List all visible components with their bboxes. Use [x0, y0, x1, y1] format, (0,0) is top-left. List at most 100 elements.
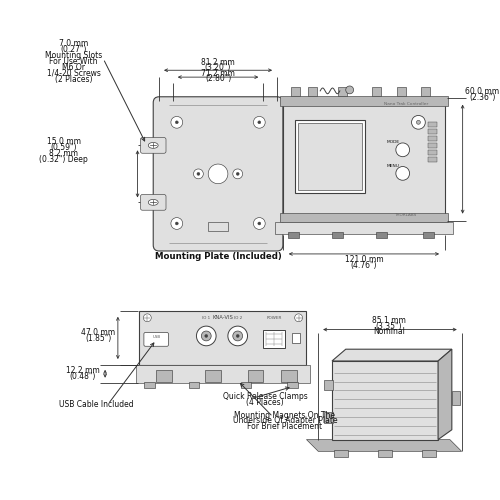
Bar	[290, 87, 300, 96]
Text: IO 2: IO 2	[234, 316, 242, 320]
Polygon shape	[306, 440, 462, 452]
Text: 1/4-20 Screws: 1/4-20 Screws	[46, 68, 100, 78]
Ellipse shape	[148, 142, 158, 148]
Bar	[428, 143, 437, 148]
Bar	[428, 156, 437, 162]
Text: (0.59"): (0.59")	[50, 144, 77, 152]
Text: (2.80"): (2.80")	[205, 74, 231, 82]
Bar	[156, 370, 172, 382]
Text: Mounting Plate (Included): Mounting Plate (Included)	[154, 252, 282, 262]
Circle shape	[176, 222, 178, 225]
Circle shape	[176, 121, 178, 124]
Text: (4 Places): (4 Places)	[246, 398, 284, 406]
Polygon shape	[438, 349, 452, 440]
Circle shape	[171, 218, 182, 230]
Text: (0.27"): (0.27")	[60, 45, 87, 54]
Text: Mounting Slots: Mounting Slots	[45, 51, 102, 60]
Text: For Brief Placement: For Brief Placement	[248, 422, 322, 432]
Bar	[140, 311, 306, 365]
Circle shape	[294, 314, 302, 322]
Bar	[280, 212, 448, 222]
Circle shape	[144, 314, 152, 322]
Bar	[397, 87, 406, 96]
Text: Nano Trak Controller: Nano Trak Controller	[384, 102, 428, 105]
Bar	[263, 330, 285, 347]
Bar	[208, 222, 228, 232]
Circle shape	[258, 121, 261, 124]
Bar	[294, 120, 366, 193]
Bar	[287, 382, 298, 388]
Circle shape	[202, 331, 211, 341]
Text: (0.48"): (0.48")	[70, 372, 96, 381]
Text: MENU: MENU	[387, 164, 400, 168]
Circle shape	[346, 86, 354, 94]
Circle shape	[396, 166, 409, 180]
Circle shape	[416, 120, 420, 124]
Text: For Use With: For Use With	[50, 57, 98, 66]
Text: 81.2 mm: 81.2 mm	[201, 58, 235, 67]
Text: KNA-VIS: KNA-VIS	[212, 316, 234, 320]
Bar	[428, 150, 437, 154]
Text: (2.36"): (2.36")	[469, 93, 496, 102]
Text: 12.2 mm: 12.2 mm	[66, 366, 100, 376]
Bar	[136, 365, 310, 382]
Text: IO 1: IO 1	[202, 316, 210, 320]
Bar	[428, 129, 437, 134]
Bar	[422, 87, 430, 96]
Bar	[248, 370, 263, 382]
FancyBboxPatch shape	[140, 138, 166, 153]
Bar	[378, 450, 392, 458]
FancyBboxPatch shape	[144, 332, 169, 346]
Circle shape	[396, 143, 409, 156]
Bar	[452, 392, 460, 405]
Bar	[280, 96, 448, 106]
Bar	[144, 382, 155, 388]
Text: USB: USB	[152, 335, 160, 339]
Circle shape	[233, 331, 242, 341]
Text: 121.0 mm: 121.0 mm	[344, 256, 383, 264]
Text: 60.0 mm: 60.0 mm	[465, 88, 500, 96]
Text: Underside Of Adapter Plate: Underside Of Adapter Plate	[232, 416, 337, 426]
Text: 71.2 mm: 71.2 mm	[201, 68, 235, 78]
Bar	[240, 382, 252, 388]
Bar	[424, 232, 434, 238]
Bar	[281, 370, 296, 382]
Bar	[288, 232, 298, 238]
Bar	[338, 87, 346, 96]
FancyBboxPatch shape	[153, 97, 283, 251]
Bar	[428, 122, 437, 127]
Bar	[324, 380, 333, 390]
Text: (3.20"): (3.20")	[205, 64, 231, 72]
Text: 7.0 mm: 7.0 mm	[59, 39, 88, 48]
Text: 85.1 mm: 85.1 mm	[372, 316, 406, 325]
Circle shape	[228, 326, 248, 346]
Bar	[188, 382, 200, 388]
Text: (2 Places): (2 Places)	[55, 74, 92, 84]
Circle shape	[171, 116, 182, 128]
Text: 47.0 mm: 47.0 mm	[81, 328, 116, 338]
Bar	[206, 370, 221, 382]
Circle shape	[236, 334, 239, 338]
Circle shape	[258, 222, 261, 225]
Bar	[376, 232, 387, 238]
Bar	[324, 412, 333, 423]
Bar	[292, 333, 300, 343]
Polygon shape	[332, 349, 452, 361]
Circle shape	[194, 169, 203, 179]
Text: USB Cable Included: USB Cable Included	[59, 400, 134, 408]
Circle shape	[236, 172, 239, 176]
FancyBboxPatch shape	[140, 194, 166, 210]
Text: 15.0 mm: 15.0 mm	[47, 138, 81, 146]
Bar	[308, 87, 318, 96]
Circle shape	[205, 334, 208, 338]
Text: POWER: POWER	[266, 316, 281, 320]
Text: Nominal: Nominal	[373, 327, 405, 336]
Text: (4.76"): (4.76")	[350, 261, 377, 270]
Circle shape	[254, 218, 265, 230]
Text: MODE: MODE	[387, 140, 400, 144]
Bar	[428, 136, 437, 141]
Bar	[332, 232, 343, 238]
Text: 8.2 mm: 8.2 mm	[50, 149, 78, 158]
Text: Quick Release Clamps: Quick Release Clamps	[223, 392, 308, 401]
Bar	[275, 222, 453, 234]
